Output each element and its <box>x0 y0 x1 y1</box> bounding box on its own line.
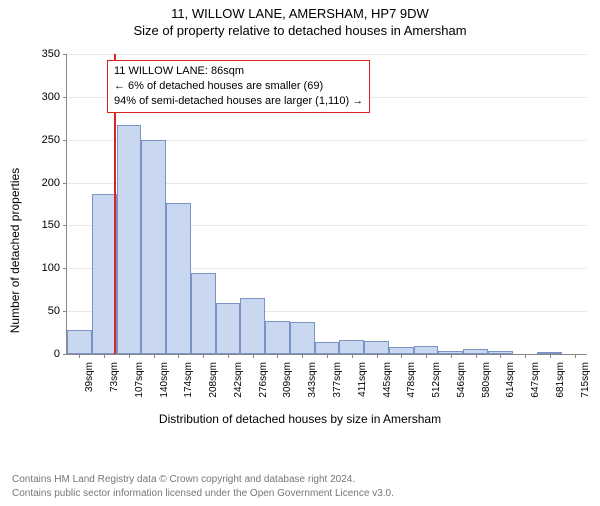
histogram-bar <box>414 346 439 354</box>
x-tick-label: 715sqm <box>580 362 591 408</box>
y-axis: 0 50 100 150 200 250 300 350 <box>30 44 64 364</box>
y-tick-label: 250 <box>42 134 60 146</box>
x-axis: 39sqm 73sqm 107sqm 140sqm 174sqm 208sqm 242sqm… <box>66 356 586 414</box>
histogram-bar <box>166 203 191 354</box>
footer-line2: Contains public sector information licen… <box>12 487 394 501</box>
x-tick-label: 276sqm <box>258 362 269 408</box>
footer-text: Contains HM Land Registry data © Crown c… <box>12 473 394 500</box>
x-tick-label: 512sqm <box>431 362 442 408</box>
histogram-bar <box>216 303 241 354</box>
x-tick-label: 107sqm <box>134 362 145 408</box>
histogram-bar <box>265 321 290 354</box>
y-tick-mark <box>63 140 67 141</box>
x-tick-label: 208sqm <box>208 362 219 408</box>
x-tick-label: 343sqm <box>307 362 318 408</box>
annotation-line2: ← 6% of detached houses are smaller (69) <box>114 79 363 94</box>
histogram-bar <box>290 322 315 354</box>
histogram-bar <box>67 330 92 354</box>
y-tick-label: 50 <box>48 305 60 317</box>
y-tick-mark <box>63 183 67 184</box>
x-tick-label: 242sqm <box>233 362 244 408</box>
histogram-bar <box>389 347 414 354</box>
histogram-bar <box>117 125 142 354</box>
annotation-line3: 94% of semi-detached houses are larger (… <box>114 94 363 109</box>
x-tick-label: 73sqm <box>109 362 120 408</box>
y-tick-mark <box>63 354 67 355</box>
x-tick-label: 174sqm <box>183 362 194 408</box>
x-tick-label: 580sqm <box>481 362 492 408</box>
y-tick-mark <box>63 54 67 55</box>
histogram-bar <box>191 273 216 354</box>
x-tick-label: 39sqm <box>84 362 95 408</box>
x-tick-label: 140sqm <box>159 362 170 408</box>
page-title: 11, WILLOW LANE, AMERSHAM, HP7 9DW <box>0 6 600 21</box>
histogram-bar <box>141 140 166 354</box>
x-axis-label: Distribution of detached houses by size … <box>0 412 600 426</box>
y-tick-label: 100 <box>42 262 60 274</box>
x-tick-label: 546sqm <box>456 362 467 408</box>
y-tick-label: 200 <box>42 177 60 189</box>
y-tick-mark <box>63 97 67 98</box>
gridline <box>67 54 587 55</box>
plot-region: 11 WILLOW LANE: 86sqm ← 6% of detached h… <box>66 54 587 355</box>
chart-subtitle: Size of property relative to detached ho… <box>0 23 600 38</box>
x-tick-label: 614sqm <box>505 362 516 408</box>
histogram-bar <box>315 342 340 354</box>
x-tick-label: 411sqm <box>357 362 368 408</box>
y-tick-label: 150 <box>42 219 60 231</box>
x-tick-label: 309sqm <box>282 362 293 408</box>
y-tick-mark <box>63 225 67 226</box>
x-tick-label: 681sqm <box>555 362 566 408</box>
y-tick-mark <box>63 268 67 269</box>
x-tick-label: 478sqm <box>406 362 417 408</box>
chart-area: Number of detached properties 0 50 100 150 2… <box>0 44 600 424</box>
footer-line1: Contains HM Land Registry data © Crown c… <box>12 473 394 487</box>
y-tick-label: 300 <box>42 91 60 103</box>
y-tick-mark <box>63 311 67 312</box>
y-tick-label: 0 <box>54 348 60 360</box>
y-axis-label: Number of detached properties <box>8 168 22 333</box>
x-tick-label: 377sqm <box>332 362 343 408</box>
annotation-line1: 11 WILLOW LANE: 86sqm <box>114 64 363 79</box>
histogram-bar <box>339 340 364 354</box>
histogram-bar <box>364 341 389 354</box>
y-tick-label: 350 <box>42 48 60 60</box>
histogram-bar <box>240 298 265 354</box>
annotation-box: 11 WILLOW LANE: 86sqm ← 6% of detached h… <box>107 60 370 113</box>
x-tick-label: 445sqm <box>382 362 393 408</box>
x-tick-label: 647sqm <box>530 362 541 408</box>
